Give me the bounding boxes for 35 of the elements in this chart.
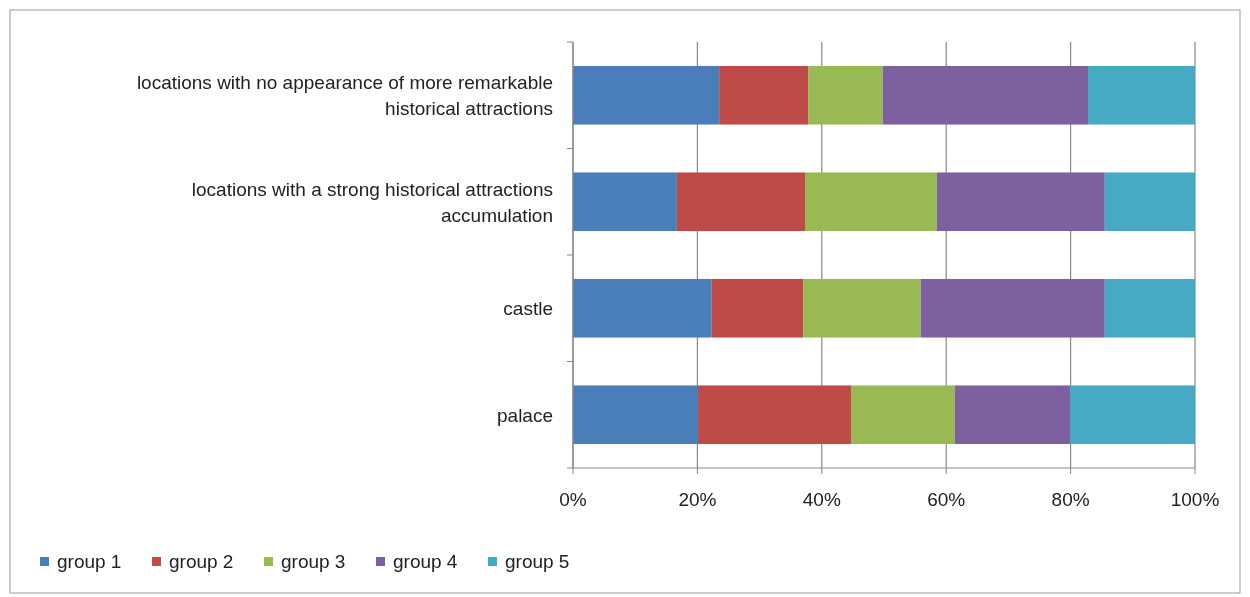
bar bbox=[573, 65, 720, 125]
bar bbox=[803, 278, 921, 338]
bar bbox=[920, 278, 1105, 338]
bar bbox=[808, 65, 883, 125]
bar bbox=[573, 172, 677, 232]
legend-label: group 2 bbox=[169, 551, 234, 572]
x-tick-label: 20% bbox=[678, 489, 717, 510]
bar bbox=[711, 278, 804, 338]
bar bbox=[1088, 65, 1195, 125]
bar bbox=[954, 385, 1070, 445]
y-tick-label: palace bbox=[497, 404, 553, 426]
bar bbox=[573, 278, 712, 338]
bar bbox=[1104, 172, 1195, 232]
bar bbox=[1069, 385, 1195, 445]
legend-label: group 1 bbox=[57, 551, 122, 572]
y-tick-label: locations with no appearance of more remarkable historical attractions bbox=[136, 72, 553, 120]
bar bbox=[698, 385, 852, 445]
legend-label: group 4 bbox=[393, 551, 458, 572]
bar bbox=[936, 172, 1105, 232]
legend-label: group 5 bbox=[505, 551, 570, 572]
bar bbox=[1104, 278, 1195, 338]
x-tick-label: 60% bbox=[927, 489, 966, 510]
bar bbox=[805, 172, 937, 232]
x-tick-label: 0% bbox=[559, 489, 587, 510]
x-tick-label: 40% bbox=[802, 489, 841, 510]
y-tick-label: locations with a strong historical attractions accumulation bbox=[191, 178, 553, 226]
y-tick-label: castle bbox=[503, 298, 553, 320]
legend-label: group 3 bbox=[281, 551, 346, 572]
bar bbox=[573, 385, 699, 445]
bar bbox=[882, 65, 1089, 125]
x-tick-label: 80% bbox=[1051, 489, 1090, 510]
bar bbox=[676, 172, 806, 232]
x-tick-label: 100% bbox=[1170, 489, 1220, 510]
bar bbox=[719, 65, 809, 125]
bar bbox=[851, 385, 955, 445]
